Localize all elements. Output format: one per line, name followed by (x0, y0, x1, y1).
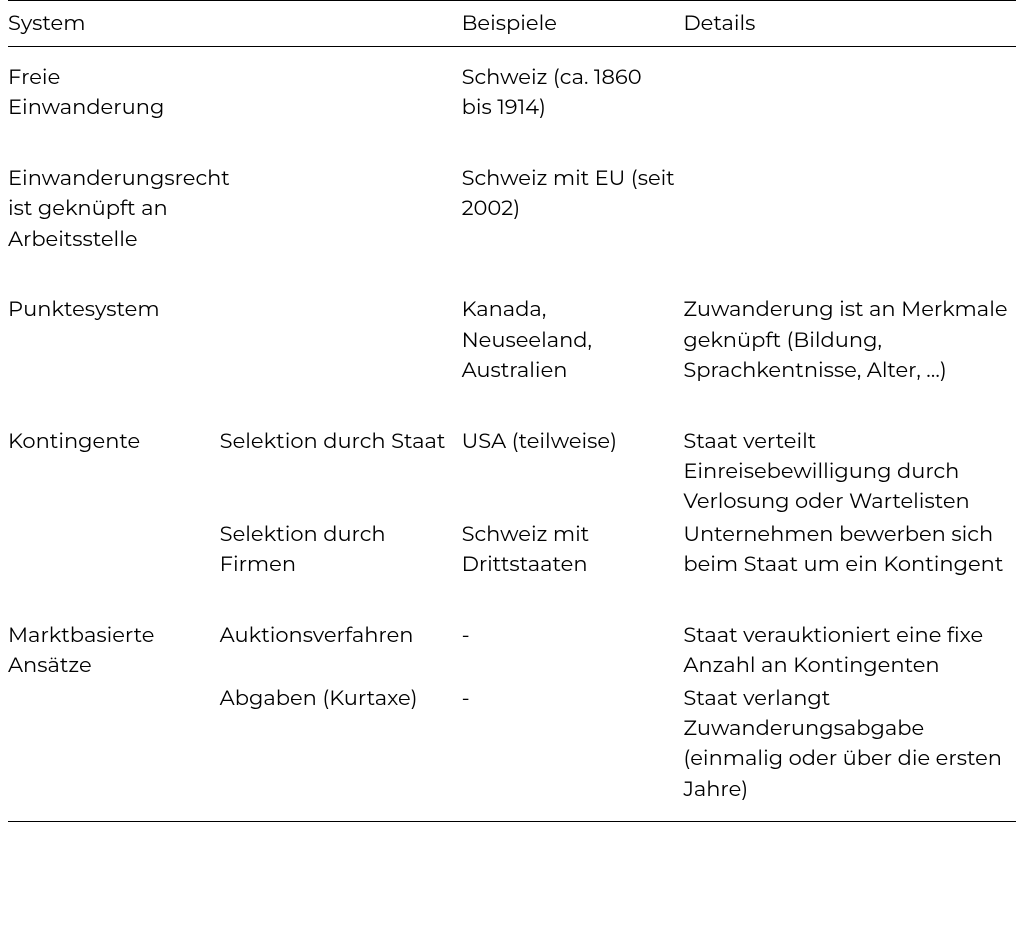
cell-details (683, 47, 1016, 148)
cell-examples: - (462, 605, 684, 682)
header-details: Details (683, 1, 1016, 47)
cell-details: Zuwanderung ist an Merkmale geknüpft (Bi… (683, 279, 1016, 410)
cell-system: Marktbasierte Ansätze (8, 605, 220, 682)
cell-details: Staat verauktioniert eine fixe Anzahl an… (683, 605, 1016, 682)
cell-system: Einwanderungsrecht ist geknüpft an Arbei… (8, 148, 220, 279)
cell-system: Freie Einwanderung (8, 47, 220, 148)
table-row: Einwanderungsrecht ist geknüpft an Arbei… (8, 148, 1016, 279)
cell-examples: Schweiz (ca. 1860 bis 1914) (462, 47, 684, 148)
cell-sub (220, 279, 462, 410)
cell-system: Kontingente (8, 411, 220, 518)
cell-sub: Auktionsverfahren (220, 605, 462, 682)
table-row: Abgaben (Kurtaxe) - Staat verlangt Zuwan… (8, 682, 1016, 822)
cell-system (8, 682, 220, 822)
header-examples: Beispiele (462, 1, 684, 47)
table-row: Marktbasierte Ansätze Auktionsverfahren … (8, 605, 1016, 682)
cell-details: Unternehmen bewerben sich beim Staat um … (683, 518, 1016, 605)
cell-system (8, 518, 220, 605)
table-header-row: System Beispiele Details (8, 1, 1016, 47)
cell-examples: - (462, 682, 684, 822)
header-system: System (8, 1, 462, 47)
cell-details: Staat verlangt Zuwanderungsabgabe (einma… (683, 682, 1016, 822)
cell-sub: Selektion durch Firmen (220, 518, 462, 605)
cell-sub (220, 148, 462, 279)
cell-system: Punktesystem (8, 279, 220, 410)
cell-sub (220, 47, 462, 148)
table-row: Selektion durch Firmen Schweiz mit Dritt… (8, 518, 1016, 605)
cell-examples: Kanada, Neuseeland, Australien (462, 279, 684, 410)
cell-details (683, 148, 1016, 279)
table-row: Kontingente Selektion durch Staat USA (t… (8, 411, 1016, 518)
immigration-systems-table: System Beispiele Details Freie Einwander… (0, 0, 1024, 822)
cell-examples: Schweiz mit EU (seit 2002) (462, 148, 684, 279)
cell-sub: Selektion durch Staat (220, 411, 462, 518)
table-row: Punktesystem Kanada, Neuseeland, Austral… (8, 279, 1016, 410)
cell-examples: Schweiz mit Drittstaaten (462, 518, 684, 605)
table-row: Freie Einwanderung Schweiz (ca. 1860 bis… (8, 47, 1016, 148)
data-table: System Beispiele Details Freie Einwander… (8, 0, 1016, 822)
cell-sub: Abgaben (Kurtaxe) (220, 682, 462, 822)
cell-details: Staat verteilt Einreisebewilligung durch… (683, 411, 1016, 518)
cell-examples: USA (teilweise) (462, 411, 684, 518)
